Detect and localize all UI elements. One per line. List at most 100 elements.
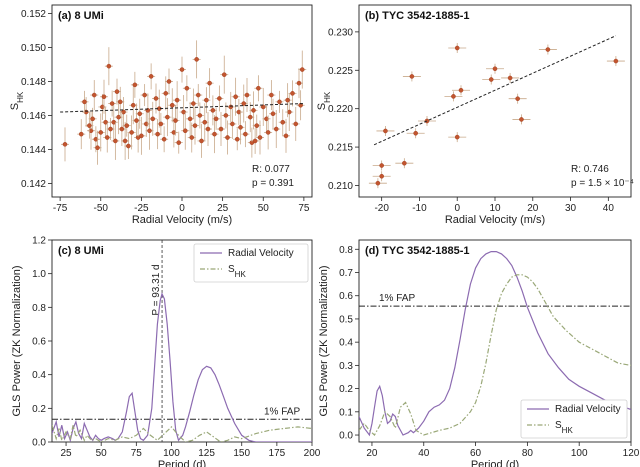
x-tick-label: 40 [603,203,615,214]
panel-title: (d) TYC 3542-1885-1 [365,245,470,257]
stat-p-value: 0.391 [269,178,294,189]
x-tick-label: 0 [454,203,460,214]
data-point [134,118,139,123]
data-point [257,135,263,140]
data-point [122,138,128,144]
data-point [189,135,195,140]
legend-box [193,243,309,283]
stat-r: R: 0.746 [571,164,609,175]
data-point [264,116,269,122]
y-tick-label: 0.8 [32,303,46,314]
x-tick-label: 175 [269,448,286,459]
data-point [87,123,92,128]
x-tick-label: -25 [134,203,149,214]
legend-label: SHK [555,420,573,435]
y-tick-label: 0.8 [339,245,353,256]
x-tick-label: 80 [522,448,534,459]
data-point [413,130,418,136]
data-point [165,114,170,120]
data-point [106,63,112,69]
data-point [117,99,123,105]
data-point [126,143,131,149]
data-point [147,128,152,134]
data-point [244,92,250,98]
data-point [192,123,198,128]
data-point [113,138,118,144]
data-point [296,80,302,86]
data-point [251,108,256,113]
data-point [280,119,286,125]
data-point [402,160,407,166]
panel-d: 20 40 60 80 100 120 0.0 0.1 0.2 0.3 0.4 0.5 0.6 0.7 0.… [318,239,640,467]
data-point [233,94,238,100]
x-axis-label: Radial Velocity (m/s) [445,214,545,226]
x-tick-label: 20 [366,448,378,459]
data-point [121,109,126,115]
data-point [225,135,230,140]
x-tick-label: 25 [60,448,72,459]
data-point [293,121,299,127]
data-point [247,114,253,120]
x-tick-label: -75 [53,203,68,214]
data-point [202,119,208,125]
data-point [236,109,242,115]
stat-p-label: p [571,178,577,189]
data-point [207,80,212,86]
data-point [166,79,172,84]
data-point [241,101,247,106]
x-tick-label: 75 [298,203,310,214]
data-point [78,131,84,137]
data-point [454,45,460,51]
x-tick-label: 50 [258,203,270,214]
y-tick-label: 0.0 [339,431,353,442]
stat-p: p = 1.5 × 10⁻⁴ [571,178,634,189]
y-tick-label: 0.3 [339,361,353,372]
x-axis-label: Radial Velocity (m/s) [132,214,232,226]
data-point [383,128,388,134]
panel-a: -75 -50 -25 0 25 50 75 0.142 0.144 0.146 0.148 0.15… [9,4,313,226]
x-tick-label: 120 [623,448,640,459]
x-tick-label: 100 [571,448,588,459]
data-point [210,108,216,113]
data-point [62,142,68,147]
legend-label: SHK [228,264,246,279]
data-point [492,66,498,72]
x-tick-label: 10 [489,203,501,214]
y-tick-label: 0.2 [339,384,353,395]
data-point [119,126,125,132]
data-point [454,134,460,140]
data-point [163,91,169,96]
stat-p-value: 1.5 × 10⁻⁴ [588,178,634,189]
y-tick-label: 0.5 [339,314,353,325]
data-point [184,85,190,91]
data-point [488,77,494,82]
panel-c: 25 50 75 100 125 150 175 200 0.0 0.2 0.4 0.6 0.8 1.0 1… [11,236,321,467]
y-tick-label: 0.150 [21,43,46,54]
y-tick-label: 0.146 [21,111,46,122]
data-point [252,138,258,144]
data-point [143,121,149,127]
y-tick-label: 0.1 [339,407,353,418]
data-point [174,97,180,103]
y-tick-label: 1.0 [32,269,46,280]
data-point [228,104,234,110]
x-axis-label: Period (d) [471,459,519,467]
data-point [88,128,94,134]
series-line-radial-velocity [52,292,312,442]
data-point [299,67,305,72]
series-line-shk [52,425,312,442]
data-point [256,85,261,91]
data-point [221,72,227,77]
x-tick-label: 25 [217,203,229,214]
data-point [104,135,110,140]
y-tick-label: 0.152 [21,9,46,20]
data-point [515,96,520,101]
data-point [204,97,209,103]
data-point [93,136,99,142]
data-point [218,126,224,132]
data-point [179,67,185,72]
fit-line [373,35,617,146]
data-point [217,96,222,101]
stat-r-label: R [571,164,578,175]
data-point [260,104,266,110]
